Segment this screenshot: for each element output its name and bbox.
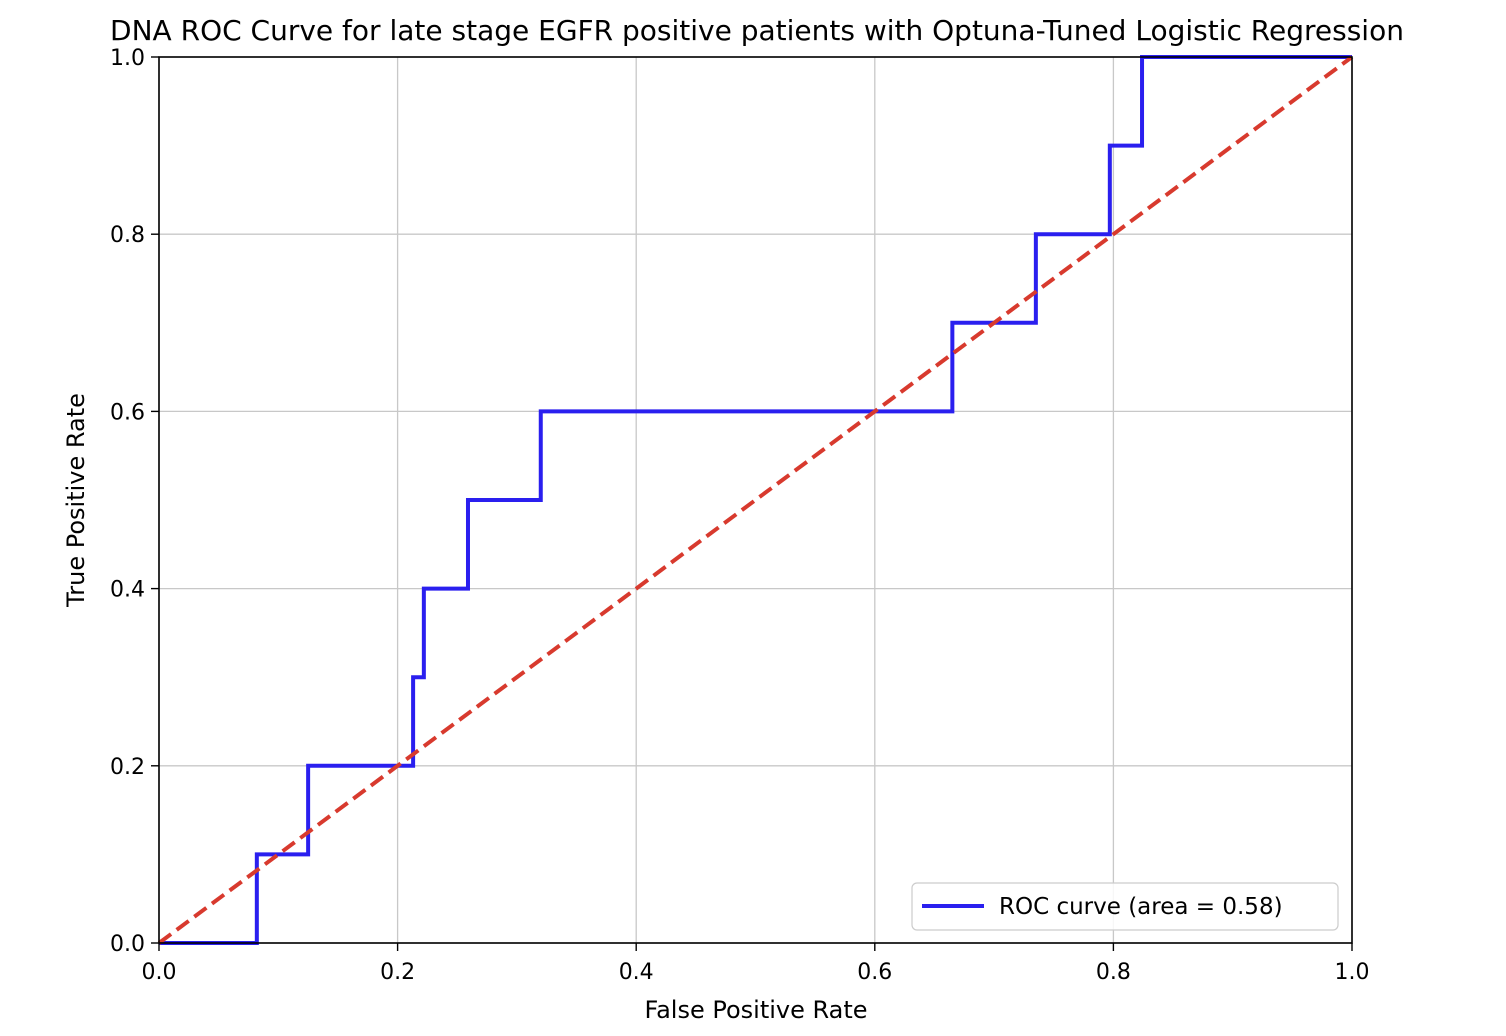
y-tick-label: 0.6 bbox=[110, 400, 145, 425]
y-tick-label: 1.0 bbox=[110, 46, 145, 71]
plot-series bbox=[157, 55, 1354, 945]
roc-curve-line bbox=[159, 55, 1352, 945]
chance-diagonal-line bbox=[157, 55, 1354, 945]
x-tick-label: 0.2 bbox=[380, 960, 415, 985]
y-axis-ticks: 0.0 0.2 0.4 0.6 0.8 1.0 bbox=[110, 46, 159, 957]
legend-box bbox=[911, 882, 1339, 931]
y-tick-label: 0.0 bbox=[110, 932, 145, 957]
legend-label-roc: ROC curve (area = 0.58) bbox=[999, 894, 1283, 920]
x-tick-label: 1.0 bbox=[1335, 960, 1370, 985]
x-tick-label: 0.8 bbox=[1096, 960, 1131, 985]
legend: ROC curve (area = 0.58) bbox=[911, 882, 1339, 931]
x-axis-ticks: 0.0 0.2 0.4 0.6 0.8 1.0 bbox=[142, 943, 1370, 985]
y-tick-label: 0.2 bbox=[110, 755, 145, 780]
y-tick-label: 0.8 bbox=[110, 223, 145, 248]
y-axis-label: True Positive Rate bbox=[62, 393, 90, 608]
plot-area-frame bbox=[158, 56, 1353, 944]
x-tick-label: 0.0 bbox=[142, 960, 177, 985]
x-tick-label: 0.6 bbox=[857, 960, 892, 985]
x-tick-label: 0.4 bbox=[619, 960, 654, 985]
chart-title: DNA ROC Curve for late stage EGFR positi… bbox=[110, 14, 1404, 47]
y-tick-label: 0.4 bbox=[110, 578, 145, 603]
x-axis-label: False Positive Rate bbox=[644, 996, 867, 1024]
